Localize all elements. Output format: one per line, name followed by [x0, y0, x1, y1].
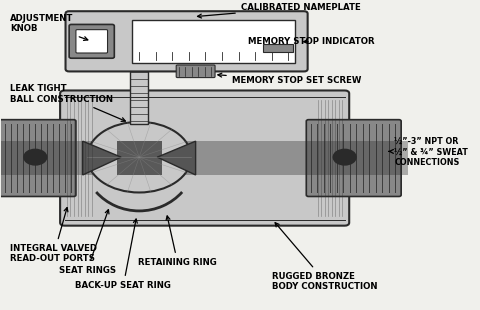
- Circle shape: [87, 122, 191, 193]
- Text: RUGGED BRONZE
BODY CONSTRUCTION: RUGGED BRONZE BODY CONSTRUCTION: [273, 223, 378, 291]
- Text: BACK-UP SEAT RING: BACK-UP SEAT RING: [75, 219, 171, 290]
- FancyBboxPatch shape: [176, 65, 215, 78]
- FancyBboxPatch shape: [306, 120, 401, 197]
- Text: ADJUSTMENT
KNOB: ADJUSTMENT KNOB: [11, 14, 88, 40]
- Text: INTEGRAL VALVED
READ-OUT PORTS: INTEGRAL VALVED READ-OUT PORTS: [11, 208, 97, 264]
- Bar: [130, 69, 148, 124]
- FancyBboxPatch shape: [76, 30, 108, 53]
- Polygon shape: [157, 141, 196, 175]
- Bar: [132, 20, 295, 63]
- Polygon shape: [83, 141, 121, 175]
- FancyBboxPatch shape: [0, 120, 76, 197]
- Bar: [1, 141, 408, 175]
- FancyBboxPatch shape: [66, 11, 308, 71]
- FancyBboxPatch shape: [60, 91, 349, 226]
- Text: LEAK TIGHT
BALL CONSTRUCTION: LEAK TIGHT BALL CONSTRUCTION: [11, 84, 125, 122]
- Circle shape: [334, 149, 356, 165]
- Circle shape: [24, 149, 47, 165]
- FancyBboxPatch shape: [69, 24, 114, 58]
- Text: MEMORY STOP INDICATOR: MEMORY STOP INDICATOR: [248, 37, 374, 46]
- Bar: [117, 141, 162, 175]
- Text: MEMORY STOP SET SCREW: MEMORY STOP SET SCREW: [218, 73, 361, 85]
- Text: CALIBRATED NAMEPLATE: CALIBRATED NAMEPLATE: [198, 3, 360, 18]
- Text: SEAT RINGS: SEAT RINGS: [59, 210, 116, 275]
- Text: RETAINING RING: RETAINING RING: [138, 216, 217, 267]
- Text: ½”-3” NPT OR
½” & ¾” SWEAT
CONNECTIONS: ½”-3” NPT OR ½” & ¾” SWEAT CONNECTIONS: [389, 137, 468, 167]
- Bar: [264, 44, 293, 52]
